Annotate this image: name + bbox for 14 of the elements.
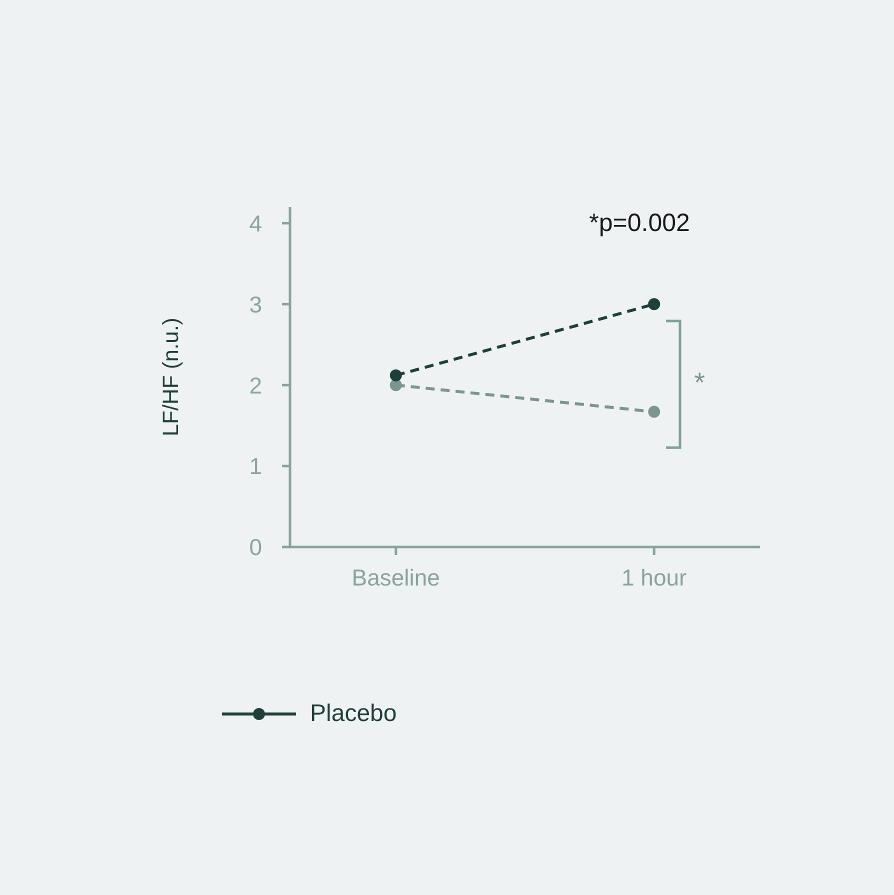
x-tick-label: Baseline <box>352 564 440 590</box>
y-tick-label: 2 <box>249 372 262 398</box>
y-tick-label: 0 <box>249 534 262 560</box>
point <box>648 298 660 310</box>
annotation: *p=0.002 <box>589 209 690 238</box>
point <box>390 369 402 382</box>
annotation: * <box>694 366 706 399</box>
y-tick-label: 1 <box>249 453 262 480</box>
y-axis-title: LF/HF (n.u.) <box>158 318 183 436</box>
y-tick-label: 4 <box>249 210 262 236</box>
x-tick-label: 1 hour <box>622 564 688 590</box>
point <box>648 406 660 418</box>
legend-label: Placebo <box>310 700 397 728</box>
y-tick-label: 3 <box>249 291 262 318</box>
